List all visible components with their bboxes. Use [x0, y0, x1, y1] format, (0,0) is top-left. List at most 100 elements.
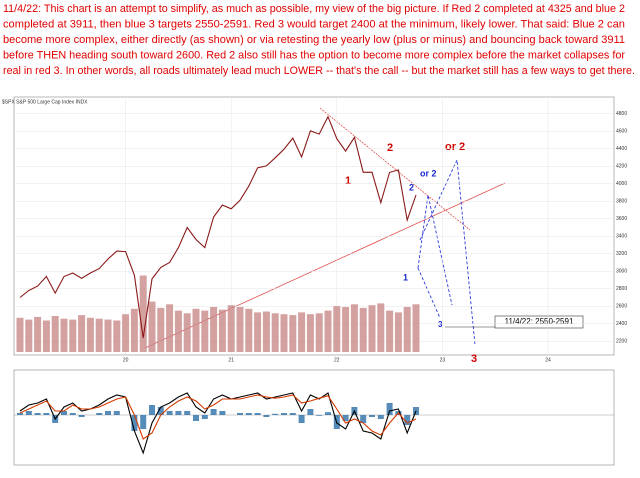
histogram-bar	[61, 411, 67, 415]
volume-bar	[298, 312, 306, 352]
volume-bar	[245, 308, 253, 352]
annotation-line: before THEN heading south toward 2600. R…	[3, 49, 625, 61]
volume-bar	[218, 309, 226, 352]
volume-bar	[183, 313, 191, 352]
volume-bar	[174, 310, 182, 352]
volume-bar	[139, 275, 147, 352]
histogram-bar	[113, 411, 120, 415]
y-tick-label: 3800	[616, 199, 627, 205]
histogram-bar	[298, 415, 305, 423]
wave-label: 3	[471, 353, 477, 365]
histogram-bar	[34, 413, 41, 415]
histogram-bar	[386, 403, 393, 415]
histogram-bar	[131, 415, 138, 431]
annotation-line: become more complex, either directly (as…	[3, 34, 625, 46]
wave-label: 2	[409, 182, 414, 192]
series-line	[19, 392, 417, 455]
histogram-bar	[404, 415, 411, 425]
blue-projection-alt	[417, 267, 441, 319]
volume-bar	[78, 315, 86, 352]
volume-bar	[403, 307, 411, 352]
histogram-bar	[193, 415, 199, 421]
y-tick-label: 3200	[616, 251, 627, 257]
falling-trendline	[319, 107, 471, 231]
x-tick-label: 21	[228, 357, 234, 363]
histogram-bar	[342, 415, 349, 421]
y-tick-label: 2800	[616, 286, 627, 292]
volume-bar	[227, 305, 235, 352]
histogram-bar	[254, 413, 261, 415]
volume-bar	[130, 308, 138, 352]
histogram-bar	[175, 411, 182, 415]
histogram-bar	[316, 415, 323, 416]
x-tick-label: 24	[545, 357, 551, 363]
volume-bar	[201, 310, 209, 352]
volume-bar	[113, 320, 121, 352]
x-tick-label: 22	[334, 357, 340, 363]
y-tick-label: 2600	[616, 304, 627, 310]
histogram-bar	[377, 415, 384, 419]
histogram-bar	[307, 409, 314, 415]
y-tick-label: 3600	[616, 216, 627, 222]
volume-bar	[192, 308, 200, 352]
y-tick-label: 4600	[616, 129, 627, 135]
y-tick-label: 2200	[616, 339, 627, 345]
volume-bar	[122, 314, 130, 352]
histogram-bar	[369, 415, 375, 417]
histogram-bar	[149, 405, 155, 415]
y-tick-label: 3000	[616, 269, 627, 275]
volume-bar	[324, 310, 332, 352]
series-line	[19, 394, 417, 440]
histogram-bar	[140, 415, 147, 429]
annotation-line: completed at 3911, then blue 3 targets 2…	[3, 18, 625, 30]
histogram-bar	[166, 411, 173, 415]
histogram-bar	[245, 413, 252, 415]
volume-bar	[254, 312, 262, 352]
volume-bar	[350, 304, 358, 352]
wave-label: 3	[438, 320, 443, 329]
histogram-bar	[360, 415, 367, 423]
volume-bar	[368, 305, 376, 352]
y-tick-label: 3400	[616, 234, 627, 240]
volume-bar	[51, 316, 59, 352]
histogram-bar	[272, 413, 279, 415]
histogram-bar	[157, 407, 164, 415]
volume-bar	[148, 301, 156, 352]
y-tick-label: 4200	[616, 164, 627, 170]
y-tick-label: 4400	[616, 146, 627, 152]
red-projection	[419, 158, 476, 346]
histogram-bar	[105, 411, 111, 415]
volume-bar	[394, 312, 402, 352]
volume-bar	[333, 306, 341, 352]
volume-bar	[289, 315, 297, 352]
histogram-bar	[96, 413, 103, 415]
volume-bar	[342, 307, 350, 352]
volume-bar	[69, 319, 77, 352]
volume-bar	[42, 320, 50, 352]
volume-bar	[280, 314, 288, 352]
volume-bar	[104, 319, 112, 352]
histogram-bar	[289, 413, 296, 415]
volume-bar	[60, 318, 68, 352]
volume-bar	[386, 310, 394, 352]
wave-label: or 2	[445, 141, 465, 153]
volume-bar	[377, 303, 385, 352]
volume-bar	[86, 317, 94, 352]
volume-bar	[25, 319, 33, 352]
histogram-bar	[69, 413, 76, 415]
x-tick-label: 23	[440, 357, 446, 363]
histogram-bar	[263, 415, 270, 417]
histogram-bar	[325, 412, 331, 415]
histogram-bar	[184, 411, 191, 415]
histogram-bar	[43, 413, 50, 415]
volume-bar	[210, 307, 218, 352]
wave-label: 1	[403, 272, 408, 282]
histogram-bar	[210, 409, 217, 415]
wave-label: 2	[387, 142, 393, 154]
volume-bar	[412, 304, 420, 352]
y-tick-label: 4000	[616, 181, 627, 187]
volume-bar	[315, 313, 323, 352]
volume-bar	[359, 307, 367, 352]
indicator-panel	[13, 369, 615, 466]
volume-bar	[34, 316, 42, 352]
